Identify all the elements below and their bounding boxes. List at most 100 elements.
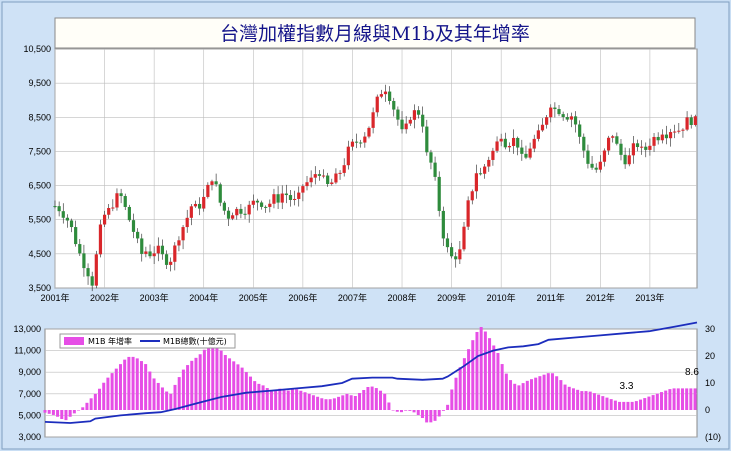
m1b-growth-bar — [387, 402, 391, 410]
m1b-right-tick-label: 20 — [705, 351, 715, 361]
candle-body — [553, 107, 557, 110]
m1b-growth-bar — [676, 388, 680, 410]
m1b-growth-bar — [592, 393, 596, 410]
candle-body — [503, 138, 507, 148]
candle-body — [69, 220, 74, 228]
m1b-growth-bar — [228, 358, 232, 410]
m1b-growth-bar — [584, 391, 588, 410]
candle-body — [119, 193, 123, 197]
candle-body — [441, 210, 445, 239]
m1b-growth-bar — [332, 398, 336, 410]
candle-body — [354, 141, 359, 143]
candle-body — [317, 174, 322, 176]
m1b-growth-bar — [462, 358, 466, 410]
m1b-growth-bar — [437, 410, 441, 417]
m1b-growth-bar — [399, 410, 403, 413]
candle-body — [94, 254, 98, 286]
candle-body — [693, 116, 697, 125]
m1b-growth-bar — [194, 357, 198, 410]
main-y-tick-label: 4,500 — [28, 249, 51, 259]
m1b-growth-bar — [685, 388, 689, 410]
m1b-growth-bar — [223, 355, 227, 410]
main-x-tick-label: 2001年 — [40, 292, 69, 303]
m1b-growth-bar — [513, 383, 517, 410]
candle-body — [408, 119, 412, 124]
candle-body — [594, 167, 598, 170]
m1b-growth-bar — [609, 399, 613, 410]
candle-body — [516, 137, 520, 148]
m1b-growth-bar — [643, 398, 647, 410]
m1b-growth-bar — [345, 393, 349, 410]
candle-body — [635, 143, 640, 148]
candle-body — [115, 193, 119, 208]
m1b-growth-bar — [647, 396, 651, 410]
m1b-growth-bar — [580, 391, 584, 410]
candle-body — [65, 217, 69, 221]
main-x-tick-label: 2004年 — [189, 292, 218, 303]
m1b-growth-bar — [429, 410, 433, 423]
main-y-tick-label: 9,500 — [28, 78, 51, 88]
m1b-growth-bar — [550, 373, 554, 410]
m1b-growth-bar — [689, 388, 693, 410]
main-x-tick-label: 2005年 — [239, 292, 268, 303]
m1b-growth-bar — [680, 388, 684, 410]
candle-body — [652, 136, 656, 146]
m1b-growth-bar — [366, 386, 370, 410]
m1b-growth-bar — [282, 390, 286, 410]
candle-body — [615, 136, 619, 144]
candle-body — [127, 206, 131, 221]
candle-body — [383, 91, 388, 95]
m1b-growth-bar — [509, 380, 513, 410]
candle-body — [226, 210, 231, 219]
m1b-growth-bar — [651, 395, 655, 410]
m1b-growth-bar — [253, 381, 257, 410]
candle-body — [251, 200, 255, 205]
m1b-left-tick-label: 7,000 — [18, 389, 41, 399]
candle-body — [466, 200, 470, 227]
candle-body — [528, 148, 532, 158]
candle-body — [111, 207, 115, 209]
m1b-growth-bar — [458, 367, 462, 410]
m1b-growth-bar — [51, 410, 55, 415]
m1b-growth-bar — [56, 410, 60, 417]
m1b-growth-bar — [496, 352, 500, 410]
candle-body — [565, 117, 569, 120]
m1b-growth-bar — [479, 327, 483, 410]
candle-body — [474, 173, 478, 192]
candle-body — [177, 240, 181, 246]
m1b-growth-bar — [265, 388, 269, 410]
m1b-growth-bar — [299, 390, 303, 410]
m1b-growth-bar — [60, 410, 64, 419]
m1b-growth-bar — [320, 398, 324, 410]
m1b-growth-bar — [370, 386, 374, 410]
candle-body — [231, 215, 235, 219]
m1b-growth-bar — [542, 374, 546, 410]
candle-body — [136, 231, 140, 239]
candle-body — [210, 181, 214, 185]
m1b-growth-bar — [488, 338, 492, 410]
candle-body — [173, 245, 177, 262]
candle-body — [264, 206, 268, 208]
candle-body — [214, 181, 218, 185]
candle-body — [330, 182, 334, 185]
m1b-growth-bar — [379, 390, 383, 410]
candle-body — [181, 227, 185, 241]
candle-body — [582, 136, 586, 151]
candle-body — [197, 203, 202, 209]
main-y-tick-label: 7,500 — [28, 146, 51, 156]
m1b-growth-bar — [395, 410, 399, 412]
candle-body — [276, 194, 280, 203]
legend-bar-label: M1B 年增率 — [88, 336, 132, 346]
candle-body — [454, 256, 458, 260]
candle-body — [379, 94, 383, 97]
candle-body — [235, 208, 239, 216]
m1b-growth-bar — [408, 410, 412, 411]
m1b-growth-bar — [467, 349, 471, 410]
candle-body — [350, 141, 355, 147]
candle-body — [491, 150, 495, 160]
main-x-tick-label: 2006年 — [288, 292, 317, 303]
candle-body — [309, 177, 313, 183]
m1b-growth-bar — [123, 359, 127, 410]
main-x-axis: 2001年 2002年 2003年 2004年 2005年 2006年 2007年 2008年… — [40, 292, 664, 303]
m1b-growth-bar — [630, 401, 634, 410]
